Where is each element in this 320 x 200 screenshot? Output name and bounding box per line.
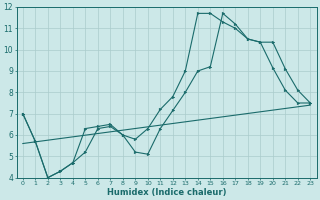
X-axis label: Humidex (Indice chaleur): Humidex (Indice chaleur): [107, 188, 226, 197]
